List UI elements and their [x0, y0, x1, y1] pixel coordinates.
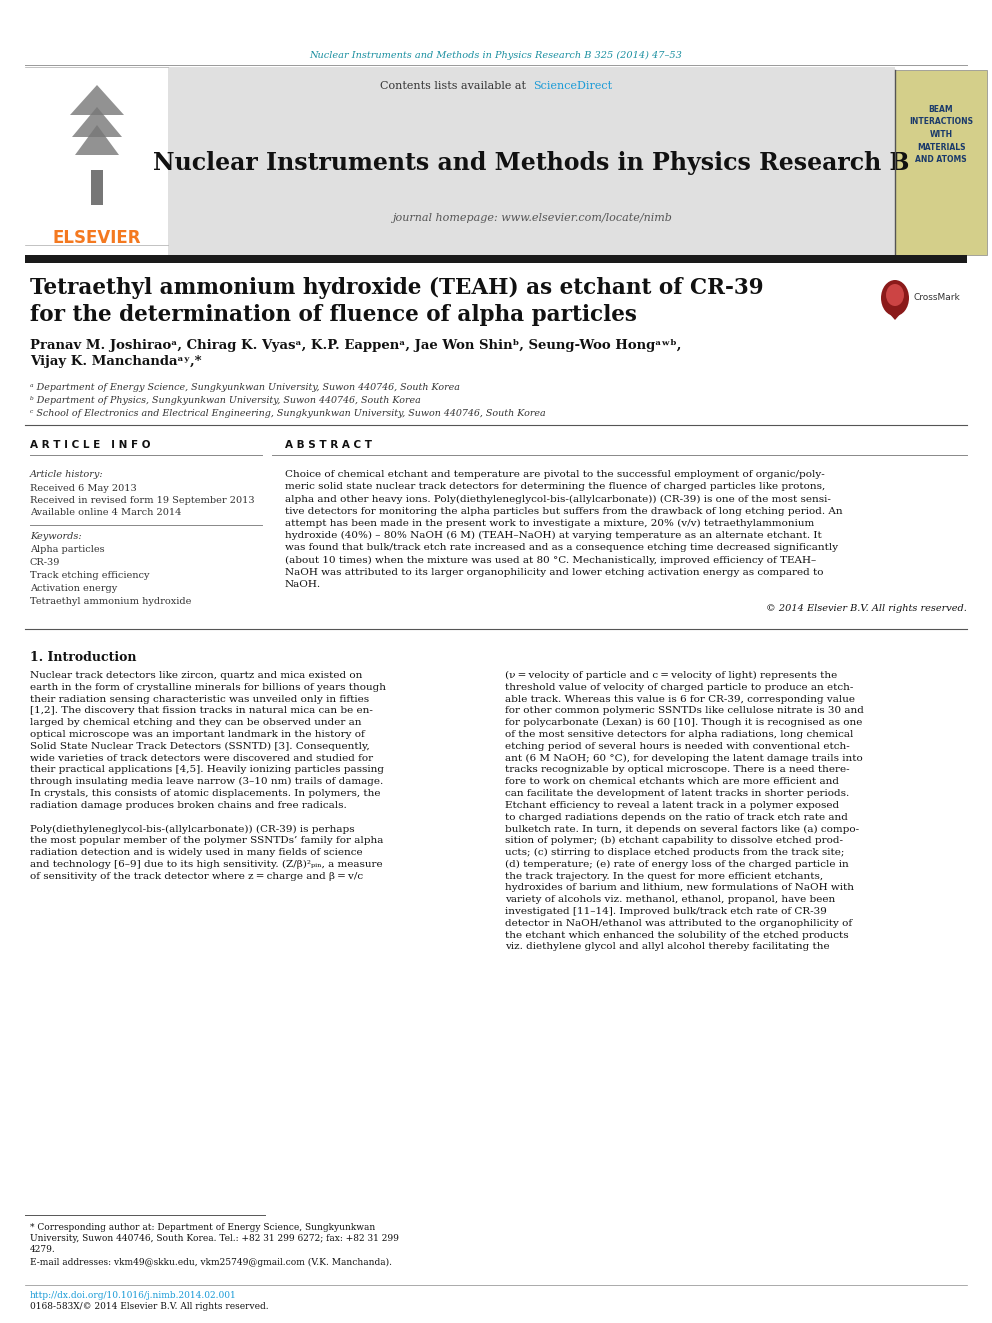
Text: can facilitate the development of latent tracks in shorter periods.: can facilitate the development of latent…: [505, 789, 849, 798]
Text: through insulating media leave narrow (3–10 nm) trails of damage.: through insulating media leave narrow (3…: [30, 777, 383, 786]
Text: ᶜ School of Electronics and Electrical Engineering, Sungkyunkwan University, Suw: ᶜ School of Electronics and Electrical E…: [30, 409, 546, 418]
Text: meric solid state nuclear track detectors for determining the fluence of charged: meric solid state nuclear track detector…: [285, 482, 825, 491]
Text: the track trajectory. In the quest for more efficient etchants,: the track trajectory. In the quest for m…: [505, 872, 823, 881]
Polygon shape: [75, 124, 119, 155]
Bar: [895, 70, 987, 255]
Text: wide varieties of track detectors were discovered and studied for: wide varieties of track detectors were d…: [30, 754, 373, 762]
Text: Poly(diethyleneglycol-bis-(allylcarbonate)) (CR-39) is perhaps: Poly(diethyleneglycol-bis-(allylcarbonat…: [30, 824, 354, 833]
Text: Article history:: Article history:: [30, 470, 103, 479]
Bar: [25, 67, 168, 245]
Text: E-mail addresses: vkm49@skku.edu, vkm25749@gmail.com (V.K. Manchanda).: E-mail addresses: vkm49@skku.edu, vkm257…: [30, 1258, 392, 1267]
Text: etching period of several hours is needed with conventional etch-: etching period of several hours is neede…: [505, 742, 850, 750]
Text: hydroxide (40%) – 80% NaOH (6 M) (TEAH–NaOH) at varying temperature as an altern: hydroxide (40%) – 80% NaOH (6 M) (TEAH–N…: [285, 531, 821, 540]
Text: fore to work on chemical etchants which are more efficient and: fore to work on chemical etchants which …: [505, 777, 839, 786]
Text: radiation detection and is widely used in many fields of science: radiation detection and is widely used i…: [30, 848, 363, 857]
Text: earth in the form of crystalline minerals for billions of years though: earth in the form of crystalline mineral…: [30, 683, 386, 692]
Text: Nuclear Instruments and Methods in Physics Research B: Nuclear Instruments and Methods in Physi…: [154, 151, 910, 175]
Text: of sensitivity of the track detector where z = charge and β = v/c: of sensitivity of the track detector whe…: [30, 872, 363, 881]
Text: tracks recognizable by optical microscope. There is a need there-: tracks recognizable by optical microscop…: [505, 766, 849, 774]
Text: ᵇ Department of Physics, Sungkyunkwan University, Suwon 440746, South Korea: ᵇ Department of Physics, Sungkyunkwan Un…: [30, 396, 421, 405]
Text: Contents lists available at: Contents lists available at: [381, 81, 530, 91]
Ellipse shape: [881, 280, 909, 316]
Text: Received in revised form 19 September 2013: Received in revised form 19 September 20…: [30, 496, 255, 505]
Text: journal homepage: www.elsevier.com/locate/nimb: journal homepage: www.elsevier.com/locat…: [392, 213, 672, 224]
Text: BEAM
INTERACTIONS
WITH
MATERIALS
AND ATOMS: BEAM INTERACTIONS WITH MATERIALS AND ATO…: [909, 105, 973, 164]
Text: [1,2]. The discovery that fission tracks in natural mica can be en-: [1,2]. The discovery that fission tracks…: [30, 706, 373, 716]
Text: Nuclear Instruments and Methods in Physics Research B 325 (2014) 47–53: Nuclear Instruments and Methods in Physi…: [310, 50, 682, 60]
Text: hydroxides of barium and lithium, new formulations of NaOH with: hydroxides of barium and lithium, new fo…: [505, 884, 854, 893]
Polygon shape: [72, 107, 122, 138]
Text: CrossMark: CrossMark: [913, 294, 959, 303]
Text: Pranav M. Joshiraoᵃ, Chirag K. Vyasᵃ, K.P. Eappenᵃ, Jae Won Shinᵇ, Seung-Woo Hon: Pranav M. Joshiraoᵃ, Chirag K. Vyasᵃ, K.…: [30, 339, 682, 352]
Text: ant (6 M NaOH; 60 °C), for developing the latent damage trails into: ant (6 M NaOH; 60 °C), for developing th…: [505, 754, 863, 763]
Text: A R T I C L E   I N F O: A R T I C L E I N F O: [30, 441, 151, 450]
Text: for polycarbonate (Lexan) is 60 [10]. Though it is recognised as one: for polycarbonate (Lexan) is 60 [10]. Th…: [505, 718, 862, 728]
Text: their radiation sensing characteristic was unveiled only in fifties: their radiation sensing characteristic w…: [30, 695, 369, 704]
Polygon shape: [888, 312, 902, 320]
Polygon shape: [70, 85, 124, 115]
Text: tive detectors for monitoring the alpha particles but suffers from the drawback : tive detectors for monitoring the alpha …: [285, 507, 842, 516]
Text: for other common polymeric SSNTDs like cellulose nitrate is 30 and: for other common polymeric SSNTDs like c…: [505, 706, 864, 716]
Bar: [25, 255, 967, 263]
Text: Tetraethyl ammonium hydroxide: Tetraethyl ammonium hydroxide: [30, 597, 191, 606]
Text: 0168-583X/© 2014 Elsevier B.V. All rights reserved.: 0168-583X/© 2014 Elsevier B.V. All right…: [30, 1302, 269, 1311]
Text: NaOH.: NaOH.: [285, 579, 321, 589]
Text: radiation damage produces broken chains and free radicals.: radiation damage produces broken chains …: [30, 800, 347, 810]
Text: Tetraethyl ammonium hydroxide (TEAH) as etchant of CR-39: Tetraethyl ammonium hydroxide (TEAH) as …: [30, 277, 764, 299]
Text: ScienceDirect: ScienceDirect: [533, 81, 612, 91]
Text: alpha and other heavy ions. Poly(diethyleneglycol-bis-(allylcarbonate)) (CR-39) : alpha and other heavy ions. Poly(diethyl…: [285, 495, 831, 504]
Text: viz. diethylene glycol and allyl alcohol thereby facilitating the: viz. diethylene glycol and allyl alcohol…: [505, 942, 829, 951]
Text: to charged radiations depends on the ratio of track etch rate and: to charged radiations depends on the rat…: [505, 812, 848, 822]
Text: In crystals, this consists of atomic displacements. In polymers, the: In crystals, this consists of atomic dis…: [30, 789, 381, 798]
Text: Etchant efficiency to reveal a latent track in a polymer exposed: Etchant efficiency to reveal a latent tr…: [505, 800, 839, 810]
Bar: [168, 67, 895, 255]
Text: Vijay K. Manchandaᵃʸ,*: Vijay K. Manchandaᵃʸ,*: [30, 356, 201, 369]
Text: ucts; (c) stirring to displace etched products from the track site;: ucts; (c) stirring to displace etched pr…: [505, 848, 844, 857]
Text: 4279.: 4279.: [30, 1245, 56, 1254]
Text: University, Suwon 440746, South Korea. Tel.: +82 31 299 6272; fax: +82 31 299: University, Suwon 440746, South Korea. T…: [30, 1234, 399, 1244]
Text: of the most sensitive detectors for alpha radiations, long chemical: of the most sensitive detectors for alph…: [505, 730, 853, 740]
Text: CR-39: CR-39: [30, 558, 61, 568]
Text: bulketch rate. In turn, it depends on several factors like (a) compo-: bulketch rate. In turn, it depends on se…: [505, 824, 859, 833]
Text: optical microscope was an important landmark in the history of: optical microscope was an important land…: [30, 730, 365, 740]
Text: the most popular member of the polymer SSNTDs’ family for alpha: the most popular member of the polymer S…: [30, 836, 383, 845]
Text: larged by chemical etching and they can be observed under an: larged by chemical etching and they can …: [30, 718, 361, 728]
Text: sition of polymer; (b) etchant capability to dissolve etched prod-: sition of polymer; (b) etchant capabilit…: [505, 836, 843, 845]
Text: A B S T R A C T: A B S T R A C T: [285, 441, 372, 450]
Text: Nuclear track detectors like zircon, quartz and mica existed on: Nuclear track detectors like zircon, qua…: [30, 671, 362, 680]
Text: investigated [11–14]. Improved bulk/track etch rate of CR-39: investigated [11–14]. Improved bulk/trac…: [505, 908, 827, 916]
Text: Solid State Nuclear Track Detectors (SSNTD) [3]. Consequently,: Solid State Nuclear Track Detectors (SSN…: [30, 742, 370, 751]
Text: NaOH was attributed to its larger organophilicity and lower etching activation e: NaOH was attributed to its larger organo…: [285, 568, 823, 577]
Text: able track. Whereas this value is 6 for CR-39, corresponding value: able track. Whereas this value is 6 for …: [505, 695, 855, 704]
Text: Choice of chemical etchant and temperature are pivotal to the successful employm: Choice of chemical etchant and temperatu…: [285, 470, 824, 479]
Text: Activation energy: Activation energy: [30, 583, 117, 593]
Text: the etchant which enhanced the solubility of the etched products: the etchant which enhanced the solubilit…: [505, 930, 848, 939]
Text: was found that bulk/track etch rate increased and as a consequence etching time : was found that bulk/track etch rate incr…: [285, 544, 838, 552]
Text: for the determination of fluence of alpha particles: for the determination of fluence of alph…: [30, 304, 637, 325]
Text: their practical applications [4,5]. Heavily ionizing particles passing: their practical applications [4,5]. Heav…: [30, 766, 384, 774]
Text: http://dx.doi.org/10.1016/j.nimb.2014.02.001: http://dx.doi.org/10.1016/j.nimb.2014.02…: [30, 1291, 237, 1301]
Text: Track etching efficiency: Track etching efficiency: [30, 572, 150, 579]
Text: threshold value of velocity of charged particle to produce an etch-: threshold value of velocity of charged p…: [505, 683, 853, 692]
Bar: [91, 169, 103, 205]
Text: ᵃ Department of Energy Science, Sungkyunkwan University, Suwon 440746, South Kor: ᵃ Department of Energy Science, Sungkyun…: [30, 382, 460, 392]
Text: ELSEVIER: ELSEVIER: [53, 229, 141, 247]
Text: Available online 4 March 2014: Available online 4 March 2014: [30, 508, 182, 517]
Text: Received 6 May 2013: Received 6 May 2013: [30, 484, 137, 493]
Text: (d) temperature; (e) rate of energy loss of the charged particle in: (d) temperature; (e) rate of energy loss…: [505, 860, 849, 869]
Text: * Corresponding author at: Department of Energy Science, Sungkyunkwan: * Corresponding author at: Department of…: [30, 1222, 375, 1232]
Text: and technology [6–9] due to its high sensitivity. (Z/β)²ₚᵢₙ, a measure: and technology [6–9] due to its high sen…: [30, 860, 383, 869]
Text: variety of alcohols viz. methanol, ethanol, propanol, have been: variety of alcohols viz. methanol, ethan…: [505, 896, 835, 904]
Text: Keywords:: Keywords:: [30, 532, 81, 541]
Ellipse shape: [886, 284, 904, 306]
Text: © 2014 Elsevier B.V. All rights reserved.: © 2014 Elsevier B.V. All rights reserved…: [766, 605, 967, 613]
Text: Alpha particles: Alpha particles: [30, 545, 104, 554]
Text: 1. Introduction: 1. Introduction: [30, 651, 137, 664]
Text: (ν = velocity of particle and c = velocity of light) represents the: (ν = velocity of particle and c = veloci…: [505, 671, 837, 680]
Text: (about 10 times) when the mixture was used at 80 °C. Mechanistically, improved e: (about 10 times) when the mixture was us…: [285, 556, 816, 565]
Text: attempt has been made in the present work to investigate a mixture, 20% (v/v) te: attempt has been made in the present wor…: [285, 519, 814, 528]
Text: detector in NaOH/ethanol was attributed to the organophilicity of: detector in NaOH/ethanol was attributed …: [505, 918, 852, 927]
